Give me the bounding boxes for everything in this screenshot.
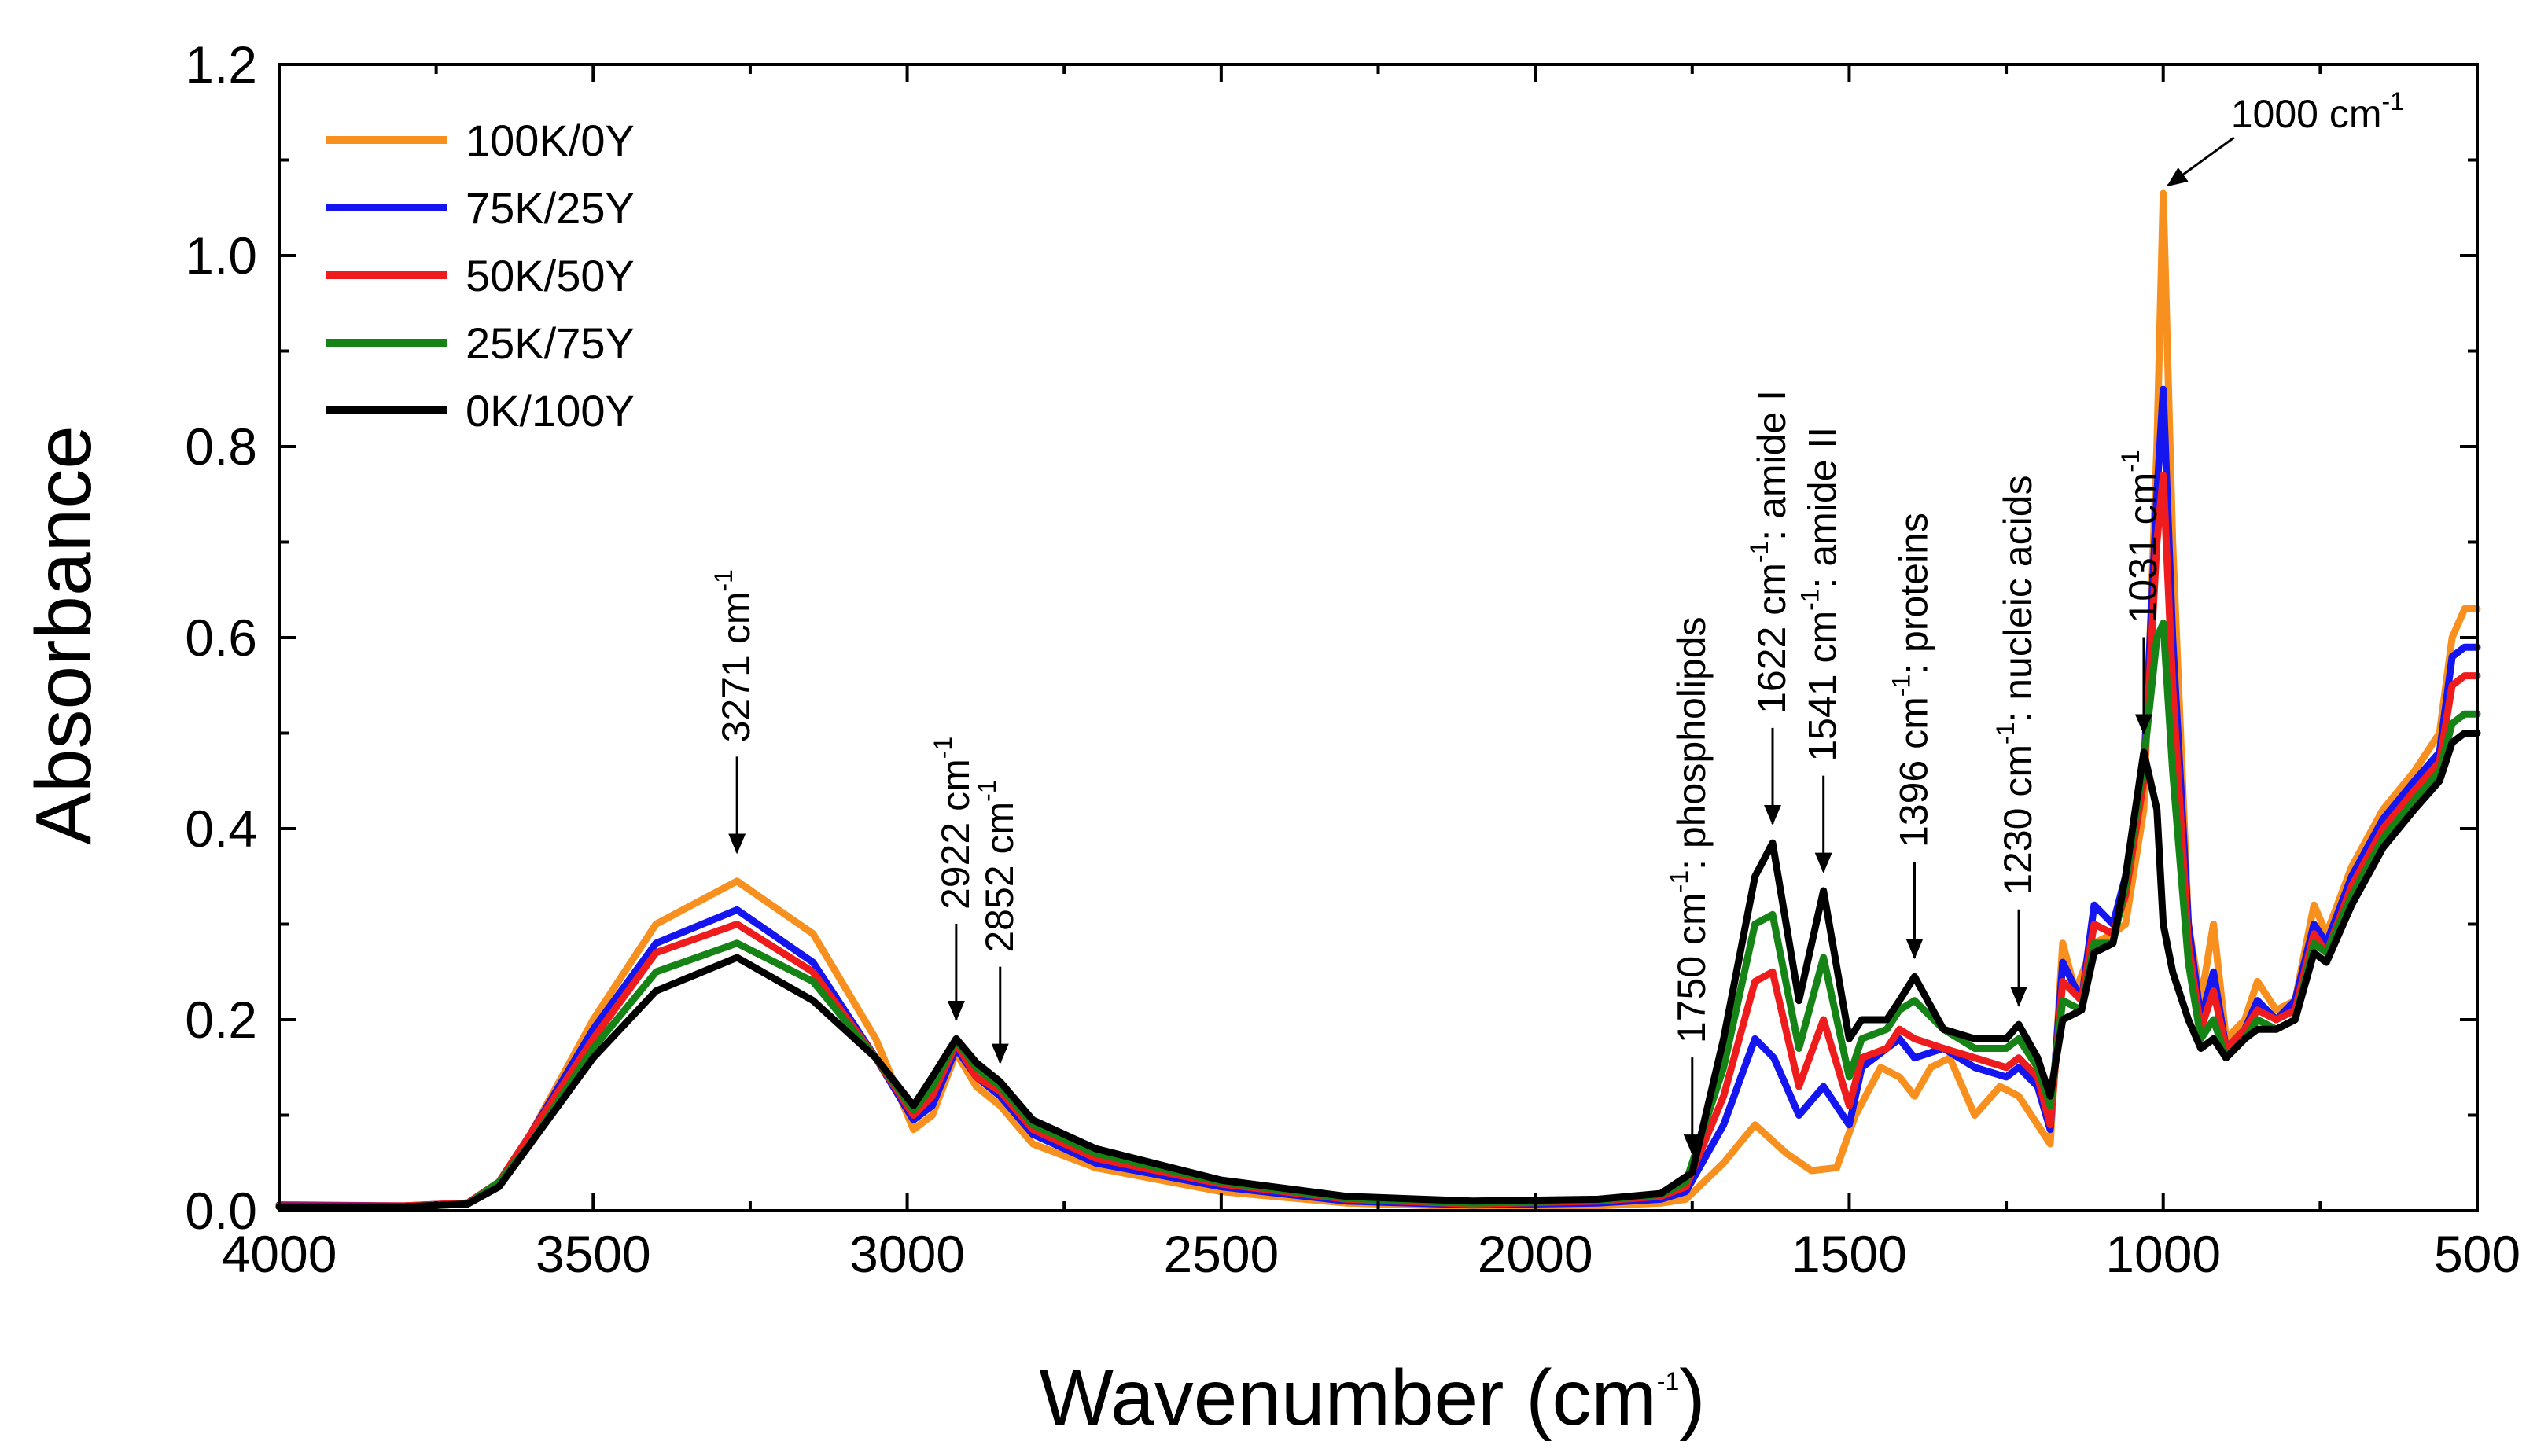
annotation-label: 3271 cm-1 bbox=[709, 569, 758, 742]
annotation-label-main: 2852 cm bbox=[978, 802, 1022, 953]
annotation-label-top: 1000 cm-1 bbox=[2231, 87, 2404, 136]
y-tick-label: 0.4 bbox=[185, 800, 257, 858]
x-axis-title-tail: ) bbox=[1679, 1354, 1705, 1442]
annotation-label-main: 1622 cm bbox=[1750, 563, 1794, 714]
series-line-4 bbox=[275, 730, 2481, 1211]
annotation-label-sup: -1 bbox=[1887, 675, 1915, 697]
annotation-label-sup: -1 bbox=[2116, 450, 2145, 472]
legend-label-1: 75K/25Y bbox=[466, 183, 635, 233]
annotation-label: 1750 cm-1: phospholipds bbox=[1665, 616, 1714, 1043]
legend-label-4: 0K/100Y bbox=[466, 386, 635, 436]
y-axis-title: Absorbance bbox=[20, 425, 108, 845]
annotation-label-main: 1031 cm bbox=[2121, 472, 2165, 623]
y-tick-label: 0.0 bbox=[185, 1182, 257, 1240]
annotation-label-main: 1750 cm bbox=[1670, 892, 1714, 1043]
legend-label-2: 50K/50Y bbox=[466, 251, 635, 300]
x-axis-title: Wavenumber (cm-1) bbox=[1039, 1354, 1705, 1442]
annotation-label: 1396 cm-1: proteins bbox=[1887, 513, 1935, 847]
x-tick-label: 1500 bbox=[1791, 1225, 1907, 1283]
annotation-top-sup: -1 bbox=[2381, 87, 2403, 116]
x-tick-label: 1000 bbox=[2105, 1225, 2221, 1283]
x-tick-label: 2500 bbox=[1163, 1225, 1279, 1283]
annotation-label: 1230 cm-1: nucleic acids bbox=[1991, 475, 2040, 895]
annotation-label-sup: -1 bbox=[1665, 870, 1693, 892]
annotation-label-main: 1230 cm bbox=[1996, 745, 2040, 895]
legend-label-3: 25K/75Y bbox=[466, 318, 635, 368]
annotation-top-main: 1000 cm bbox=[2231, 92, 2382, 136]
x-tick-label: 3000 bbox=[849, 1225, 965, 1283]
annotation-label-tail: : proteins bbox=[1891, 513, 1935, 675]
annotation-label-main: 1396 cm bbox=[1891, 697, 1935, 847]
annotation-label-main: 1541 cm bbox=[1801, 611, 1845, 762]
series-line-3 bbox=[275, 620, 2481, 1211]
y-tick-label: 0.8 bbox=[185, 417, 257, 476]
x-tick-label: 3500 bbox=[536, 1225, 651, 1283]
x-axis-title-main: Wavenumber (cm bbox=[1039, 1354, 1656, 1442]
series-line-2 bbox=[275, 471, 2481, 1210]
annotation-label: 2852 cm-1 bbox=[973, 779, 1022, 952]
series-lines bbox=[275, 189, 2481, 1211]
annotation-label: 1622 cm-1: amide I bbox=[1745, 390, 1794, 714]
series-line-1 bbox=[275, 385, 2481, 1210]
annotation-label: 1031 cm-1 bbox=[2116, 450, 2165, 623]
y-tick-label: 0.2 bbox=[185, 991, 257, 1049]
legend-label-0: 100K/0Y bbox=[466, 116, 635, 165]
annotation-arrow-top bbox=[2167, 136, 2235, 187]
x-tick-label: 2000 bbox=[1478, 1225, 1593, 1283]
series-line-0 bbox=[275, 189, 2481, 1211]
annotation-label-sup: -1 bbox=[973, 779, 1001, 801]
annotation-label-sup: -1 bbox=[929, 737, 957, 759]
annotation-label-tail: : amide II bbox=[1801, 427, 1845, 589]
x-axis-ticks: 4000 3500 3000 2500 2000 1500 1000 500 bbox=[222, 64, 2520, 1283]
y-tick-label: 1.2 bbox=[185, 35, 257, 94]
x-axis-title-superscript: -1 bbox=[1657, 1367, 1679, 1395]
annotation-label-tail: : nucleic acids bbox=[1996, 475, 2040, 722]
y-tick-label: 1.0 bbox=[185, 226, 257, 285]
annotation-label: 2922 cm-1 bbox=[929, 737, 978, 910]
annotation-label: 1541 cm-1: amide II bbox=[1796, 427, 1845, 762]
annotation-label-sup: -1 bbox=[1745, 541, 1773, 563]
x-tick-label: 4000 bbox=[222, 1225, 337, 1283]
y-axis-ticks: 0.0 0.2 0.4 0.6 0.8 1.0 1.2 bbox=[185, 35, 2477, 1240]
annotation-label-sup: -1 bbox=[709, 569, 738, 591]
annotation-label-sup: -1 bbox=[1796, 588, 1824, 610]
y-tick-label: 0.6 bbox=[185, 609, 257, 667]
annotation-label-main: 2922 cm bbox=[933, 759, 978, 910]
legend: 100K/0Y 75K/25Y 50K/50Y 25K/75Y 0K/100Y bbox=[326, 116, 635, 436]
annotation-label-main: 3271 cm bbox=[714, 592, 758, 743]
annotation-label-sup: -1 bbox=[1991, 722, 2020, 745]
x-tick-label: 500 bbox=[2434, 1225, 2520, 1283]
annotation-label-tail: : amide I bbox=[1750, 390, 1794, 541]
annotation-label-tail: : phospholipds bbox=[1670, 616, 1714, 870]
